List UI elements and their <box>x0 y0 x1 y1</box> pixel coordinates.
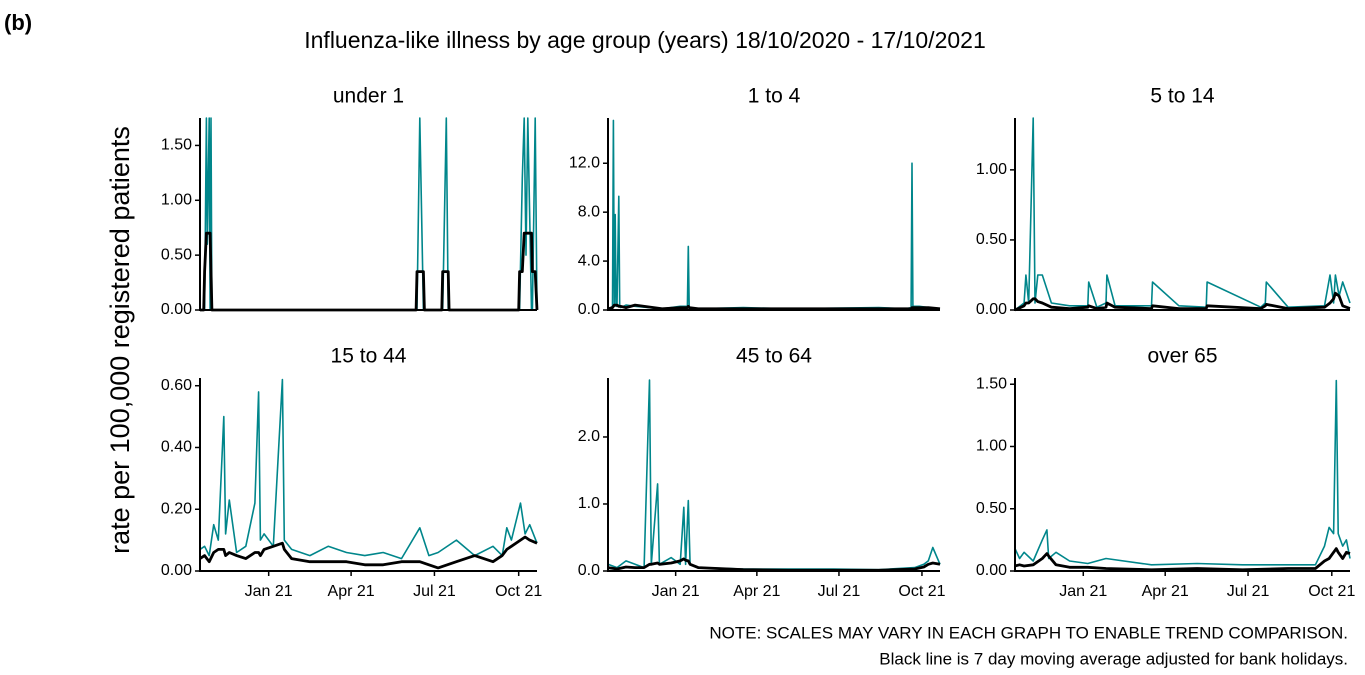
y-tick-label: 1.50 <box>976 375 1007 392</box>
series-line <box>199 535 538 570</box>
y-tick-label: 0.40 <box>161 439 192 456</box>
x-tick-label: Apr 21 <box>733 583 780 600</box>
panel-title: 45 to 64 <box>736 345 812 368</box>
y-tick-label: 0.50 <box>976 500 1007 517</box>
y-axis-label: rate per 100,000 registered patients <box>105 126 135 554</box>
panel-title: 1 to 4 <box>748 85 801 108</box>
series-line <box>607 379 941 571</box>
series-line <box>607 557 941 572</box>
x-tick-label: Jan 21 <box>245 583 293 600</box>
y-tick-label: 0.0 <box>578 562 600 579</box>
note: Black line is 7 day moving average adjus… <box>879 649 1348 668</box>
y-tick-label: 1.00 <box>976 161 1007 178</box>
panel-title: under 1 <box>333 85 404 108</box>
x-tick-label: Jul 21 <box>413 583 456 600</box>
series-line <box>1014 291 1351 312</box>
series-line <box>607 119 941 311</box>
x-tick-label: Jul 21 <box>1227 583 1270 600</box>
x-tick-label: Jul 21 <box>818 583 861 600</box>
series-line <box>1014 547 1351 572</box>
x-tick-label: Apr 21 <box>328 583 375 600</box>
series-line <box>1014 117 1351 311</box>
note: NOTE: SCALES MAY VARY IN EACH GRAPH TO E… <box>709 623 1348 642</box>
y-tick-label: 0.60 <box>161 377 192 394</box>
x-tick-label: Oct 21 <box>898 583 945 600</box>
y-tick-label: 0.00 <box>161 562 192 579</box>
series-line <box>200 117 538 311</box>
y-tick-label: 1.0 <box>578 495 600 512</box>
y-tick-label: 1.00 <box>976 438 1007 455</box>
y-tick-label: 0.50 <box>976 231 1007 248</box>
y-tick-label: 1.50 <box>161 137 192 154</box>
series-line <box>199 378 538 560</box>
y-tick-label: 4.0 <box>578 252 600 269</box>
y-tick-label: 0.00 <box>161 301 192 318</box>
panel-title: 15 to 44 <box>331 345 407 368</box>
figure-title: Influenza-like illness by age group (yea… <box>304 27 986 53</box>
series-line <box>1014 379 1351 566</box>
x-tick-label: Jan 21 <box>1059 583 1107 600</box>
y-tick-label: 8.0 <box>578 203 600 220</box>
panel-title: over 65 <box>1147 345 1217 368</box>
x-tick-label: Oct 21 <box>495 583 542 600</box>
y-tick-label: 0.0 <box>578 301 600 318</box>
panel-title: 5 to 14 <box>1150 85 1215 108</box>
y-tick-label: 1.00 <box>161 192 192 209</box>
y-tick-label: 0.50 <box>161 246 192 263</box>
y-tick-label: 0.00 <box>976 562 1007 579</box>
y-tick-label: 2.0 <box>578 428 600 445</box>
x-tick-label: Apr 21 <box>1142 583 1189 600</box>
series-line <box>200 231 539 312</box>
y-tick-label: 12.0 <box>569 154 600 171</box>
y-tick-label: 0.00 <box>976 301 1007 318</box>
x-tick-label: Jan 21 <box>652 583 700 600</box>
figure-label: (b) <box>4 10 32 35</box>
series-line <box>607 303 941 311</box>
x-tick-label: Oct 21 <box>1308 583 1355 600</box>
y-tick-label: 0.20 <box>161 500 192 517</box>
